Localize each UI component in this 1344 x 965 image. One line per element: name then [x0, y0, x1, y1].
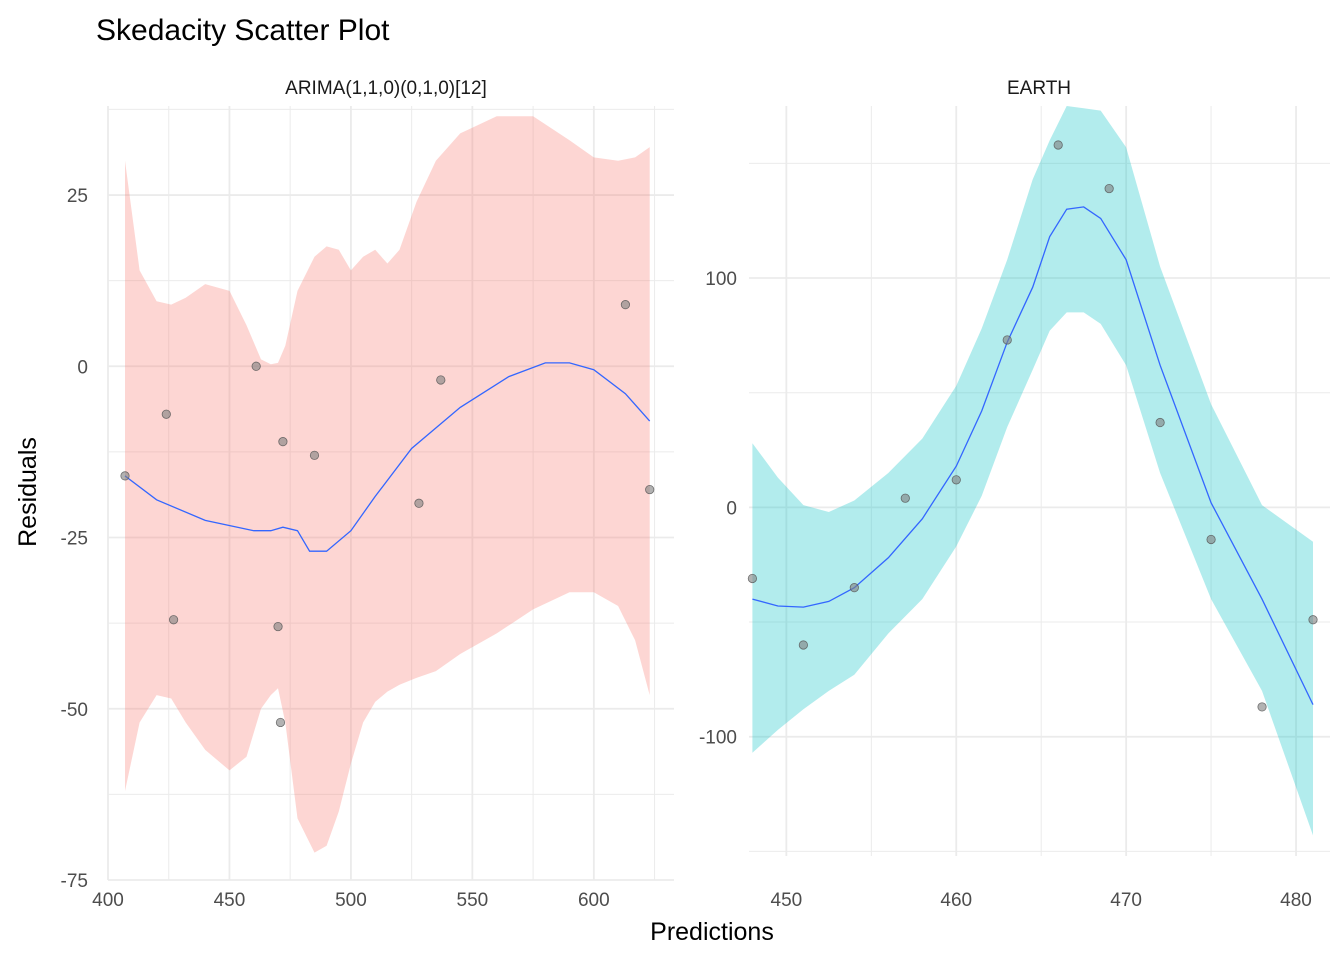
arima-y-tick-label: -25: [61, 529, 88, 550]
panel-earth: 450 460 470 480 -100 0 100: [699, 106, 1330, 911]
earth-x-tick-label: 450: [771, 890, 803, 911]
earth-point-6: [1002, 335, 1012, 345]
earth-point-9: [1155, 417, 1165, 428]
arima-smooth-line: [124, 362, 651, 552]
arima-point-1: [120, 471, 130, 481]
earth-point-10: [1206, 534, 1216, 545]
arima-point-6: [275, 717, 286, 728]
arima-y-tick-label: -50: [61, 700, 88, 721]
earth-point-3: [849, 583, 859, 593]
arima-point-3: [168, 615, 179, 625]
earth-x-tick-label: 480: [1280, 890, 1312, 911]
arima-point-7: [278, 437, 288, 447]
arima-y-tick-label: -75: [61, 871, 88, 892]
earth-point-12: [1308, 615, 1318, 625]
earth-confidence-band: [752, 106, 1313, 836]
arima-point-9: [414, 498, 424, 508]
arima-point-10: [436, 375, 446, 385]
arima-point-5: [273, 621, 283, 632]
earth-point-2: [798, 640, 808, 650]
arima-point-8: [309, 450, 320, 460]
earth-point-4: [900, 493, 910, 503]
earth-point-11: [1257, 702, 1267, 712]
arima-x-tick-label: 450: [214, 890, 246, 911]
earth-y-tick-label: 100: [705, 269, 737, 290]
arima-y-tick-label: 0: [77, 357, 88, 378]
x-axis-label: Predictions: [650, 918, 774, 946]
arima-x-tick-label: 550: [457, 890, 489, 911]
earth-y-tick-label: 0: [726, 498, 737, 519]
arima-grid: [107, 106, 674, 881]
arima-y-tick-label: 25: [67, 186, 88, 207]
earth-point-5: [951, 475, 961, 485]
arima-point-11: [620, 300, 631, 310]
earth-y-tick-label: -100: [699, 728, 737, 749]
earth-point-8: [1104, 183, 1114, 194]
earth-point-1: [747, 573, 757, 584]
arima-point-2: [161, 409, 171, 419]
arima-point-4: [251, 361, 261, 371]
y-axis-label: Residuals: [14, 437, 42, 547]
earth-smooth-line: [752, 206, 1314, 705]
earth-x-tick-label: 460: [940, 890, 972, 911]
arima-x-tick-label: 500: [335, 890, 367, 911]
facet-label-earth: EARTH: [1007, 78, 1071, 99]
arima-point-12: [645, 484, 655, 495]
chart-title: Skedacity Scatter Plot: [96, 14, 390, 47]
arima-confidence-band: [125, 116, 650, 853]
panel-arima: 400 450 500 550 600 -75 -50 -25 0 25: [61, 106, 674, 911]
earth-x-tick-label: 470: [1110, 890, 1142, 911]
earth-point-7: [1053, 140, 1063, 150]
facet-label-arima: ARIMA(1,1,0)(0,1,0)[12]: [285, 78, 487, 99]
arima-x-tick-label: 600: [578, 890, 610, 911]
arima-x-tick-label: 400: [92, 890, 124, 911]
